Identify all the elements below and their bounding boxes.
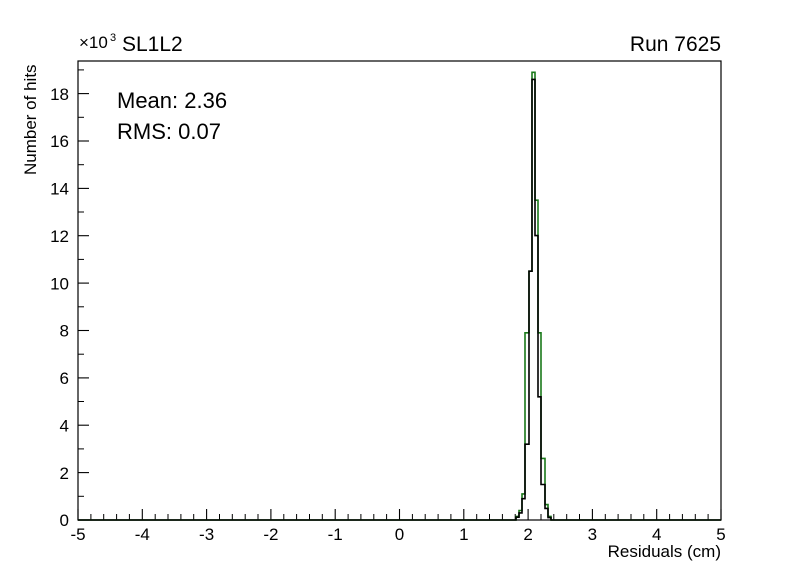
x-tick-label: 4 (652, 525, 661, 544)
y-tick-label: 10 (50, 274, 69, 293)
y-exponent-superscript: 3 (110, 32, 116, 44)
plot-left-title: SL1L2 (122, 33, 183, 56)
y-tick-label: 12 (50, 227, 69, 246)
plot-frame (77, 60, 722, 521)
x-tick-label: -3 (199, 525, 214, 544)
x-tick-label: -1 (328, 525, 343, 544)
x-tick-label: 2 (523, 525, 532, 544)
x-axis-minor-ticks (90, 514, 709, 520)
x-tick-label: 1 (459, 525, 468, 544)
y-tick-label: 8 (60, 322, 69, 341)
y-tick-label: 0 (60, 511, 69, 530)
y-tick-label: 18 (50, 85, 69, 104)
y-axis-title: Number of hits (21, 64, 40, 175)
stat-mean: Mean: 2.36 (117, 88, 227, 113)
stat-rms: RMS: 0.07 (117, 119, 221, 144)
plot-right-title: Run 7625 (630, 33, 721, 56)
histogram-series-black (78, 78, 721, 521)
y-axis-minor-ticks (78, 69, 84, 497)
x-tick-label: 5 (716, 525, 725, 544)
x-tick-label: -5 (70, 525, 85, 544)
x-axis-ticks (77, 509, 722, 520)
x-tick-label: 0 (395, 525, 404, 544)
y-tick-labels: 0 2 4 6 8 10 12 14 16 18 (50, 85, 69, 530)
y-tick-label: 14 (50, 180, 69, 199)
x-axis-title: Residuals (cm) (608, 542, 721, 561)
y-tick-label: 16 (50, 132, 69, 151)
x-tick-label: 3 (588, 525, 597, 544)
x-tick-label: -4 (135, 525, 150, 544)
y-tick-label: 6 (60, 369, 69, 388)
y-tick-label: 2 (60, 464, 69, 483)
x-tick-labels: -5 -4 -3 -2 -1 0 1 2 3 4 5 (70, 525, 725, 544)
y-tick-label: 4 (60, 416, 69, 435)
x-tick-label: -2 (263, 525, 278, 544)
y-axis-exponent: ×10 3 (79, 32, 116, 52)
y-exponent-base: ×10 (79, 33, 108, 52)
